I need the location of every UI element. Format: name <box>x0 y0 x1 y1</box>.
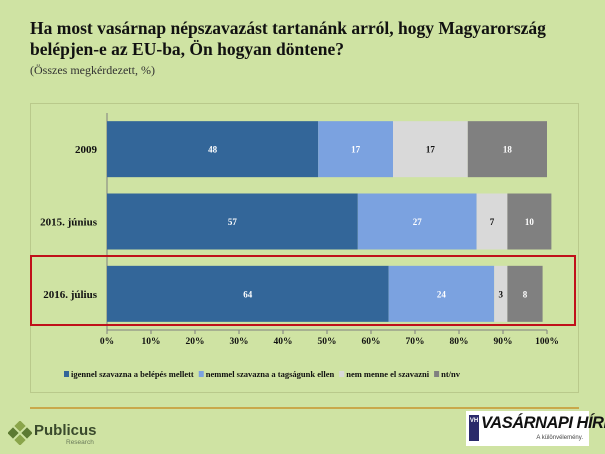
bar-segment <box>494 265 508 322</box>
chart-frame <box>30 103 579 393</box>
bar-segment <box>476 193 508 250</box>
data-label: 64 <box>243 289 253 299</box>
vasarnapi-hirek-brand: VASÁRNAPI HÍREK <box>481 414 605 432</box>
legend-swatch <box>339 371 345 377</box>
legend-label: nem menne el szavazni <box>346 369 430 379</box>
publicus-logo-icon <box>8 421 32 445</box>
x-tick-label: 70% <box>406 337 425 347</box>
data-label: 17 <box>426 145 436 155</box>
data-label: 57 <box>228 217 238 227</box>
vasarnapi-hirek-tagline: A különvélemény. <box>536 435 583 441</box>
data-label: 48 <box>208 145 218 155</box>
chart-subtitle: (Összes megkérdezett, %) <box>30 63 155 77</box>
data-label: 18 <box>503 145 513 155</box>
bar-segment <box>357 193 477 250</box>
legend-label: nt/nv <box>441 369 461 379</box>
x-tick-label: 90% <box>494 337 513 347</box>
x-tick-label: 20% <box>186 337 205 347</box>
highlight-box <box>30 255 576 326</box>
vh-mark: VH <box>469 415 479 441</box>
bar-segment <box>393 121 468 178</box>
category-label: 2015. június <box>40 217 98 229</box>
legend-swatch <box>64 371 69 377</box>
legend-label: igennel szavazna a belépés mellett <box>71 369 194 379</box>
data-label: 17 <box>351 145 361 155</box>
publicus-name: Publicus <box>34 422 97 439</box>
bar-segment <box>107 121 319 178</box>
legend-label: nemmel szavazna a tagságunk ellen <box>206 369 335 379</box>
category-label: 2009 <box>75 144 98 156</box>
x-tick-label: 30% <box>230 337 249 347</box>
x-tick-label: 40% <box>274 337 293 347</box>
legend-swatch <box>434 371 440 377</box>
x-tick-label: 60% <box>362 337 381 347</box>
data-label: 24 <box>437 289 447 299</box>
data-label: 7 <box>490 217 495 227</box>
data-label: 10 <box>525 217 535 227</box>
chart-title: Ha most vasárnap népszavazást tartanánk … <box>30 18 546 59</box>
x-tick-label: 50% <box>318 337 337 347</box>
bar-segment <box>318 121 393 178</box>
publicus-logo: Publicus Research <box>8 418 118 450</box>
bar-segment <box>507 193 552 250</box>
x-tick-label: 10% <box>142 337 161 347</box>
data-label: 8 <box>523 289 528 299</box>
publicus-sub: Research <box>66 439 94 446</box>
x-tick-label: 100% <box>535 337 559 347</box>
bar-segment <box>507 265 543 322</box>
x-tick-label: 0% <box>100 337 114 347</box>
vasarnapi-hirek-logo: VH VASÁRNAPI HÍREK A különvélemény. <box>466 411 605 446</box>
x-tick-label: 80% <box>450 337 469 347</box>
bar-segment <box>388 265 495 322</box>
bar-segment <box>107 193 358 250</box>
bar-segment <box>107 265 389 322</box>
footer-rule <box>30 407 579 409</box>
legend-swatch <box>198 371 204 377</box>
bar-segment <box>467 121 547 178</box>
stacked-bar-chart: 0% 10% 20% 30% 40% 50% 60% 70% 80% 90% 100% 2009 48 1… <box>40 113 559 379</box>
data-label: 3 <box>499 289 504 299</box>
category-label: 2016. július <box>43 289 98 301</box>
data-label: 27 <box>413 217 423 227</box>
